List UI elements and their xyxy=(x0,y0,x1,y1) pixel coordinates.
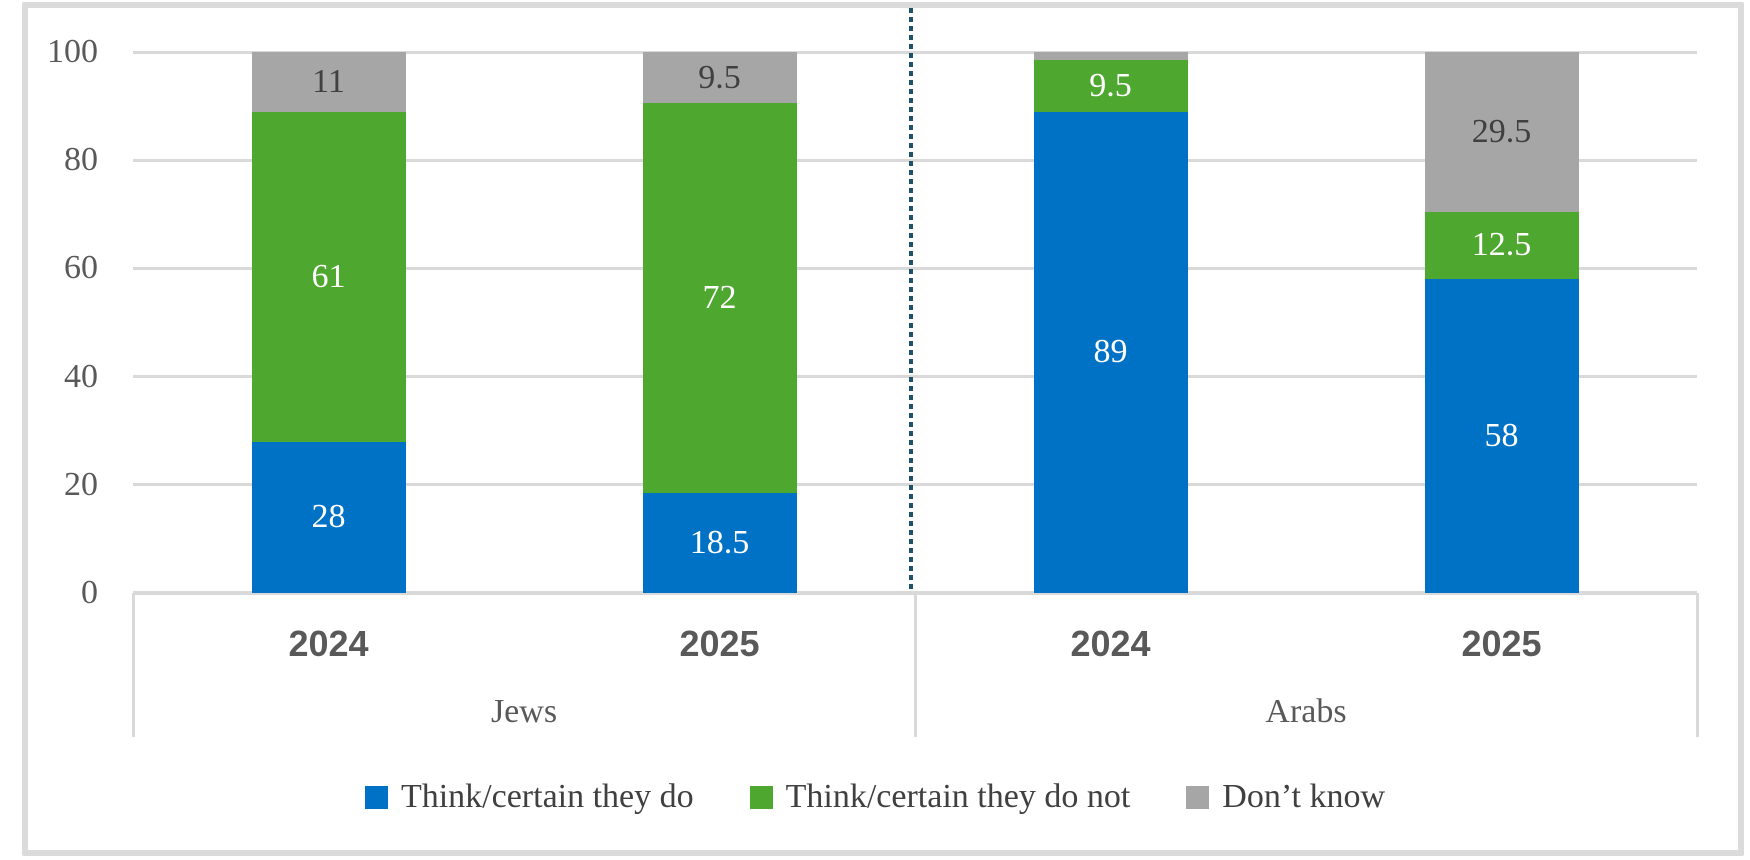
bar-segment xyxy=(1033,111,1188,593)
legend-swatch-think-they-do xyxy=(364,785,388,809)
y-axis-tick-label: 80 xyxy=(64,141,98,179)
y-axis-tick-label: 20 xyxy=(64,465,98,503)
legend-item: Think/certain they do xyxy=(364,778,694,816)
category-band-border xyxy=(913,593,917,737)
bar-segment xyxy=(1424,279,1579,593)
panel-divider-line xyxy=(909,8,913,591)
bar-value-label: 61 xyxy=(311,257,346,295)
bar-segment xyxy=(251,111,406,442)
bar-segment xyxy=(251,441,406,593)
legend-label: Don’t know xyxy=(1222,778,1386,815)
category-band-border xyxy=(1695,593,1699,737)
bar-segment xyxy=(251,52,406,112)
bar-segment xyxy=(642,52,797,104)
bar-segment xyxy=(1033,60,1188,112)
x-axis-year-label: 2025 xyxy=(679,623,760,664)
gridline xyxy=(133,266,1697,270)
x-axis-year-label: 2024 xyxy=(288,623,369,664)
y-axis-tick-label: 100 xyxy=(47,33,98,70)
bar-value-label: 9.5 xyxy=(1089,66,1132,104)
bar-segment xyxy=(1033,52,1188,61)
legend: Think/certain they do Think/certain they… xyxy=(0,778,1750,816)
x-axis-group-label: Jews xyxy=(490,693,558,730)
x-axis-group-label: Arabs xyxy=(1265,693,1347,730)
bar-value-label: 12.5 xyxy=(1471,226,1532,264)
gridline xyxy=(133,158,1697,162)
bar-segment xyxy=(1424,211,1579,280)
y-axis-tick-label: 40 xyxy=(64,357,98,395)
legend-item: Think/certain they do not xyxy=(749,778,1131,816)
bar-segment xyxy=(1424,52,1579,212)
legend-label: Think/certain they do not xyxy=(785,778,1131,815)
bar-value-label: 9.5 xyxy=(698,58,741,96)
category-band-border xyxy=(131,593,135,737)
gridline xyxy=(133,375,1697,379)
bar-value-label: 72 xyxy=(702,279,737,317)
gridline xyxy=(133,50,1697,54)
y-axis-tick-label: 60 xyxy=(64,249,98,287)
gridline xyxy=(133,483,1697,487)
x-axis-year-label: 2024 xyxy=(1070,623,1151,664)
bar-segment xyxy=(642,103,797,493)
y-axis-tick-label: 0 xyxy=(81,574,98,611)
legend-item: Don’t know xyxy=(1186,778,1385,816)
bar-value-label: 11 xyxy=(312,62,345,100)
bar-value-label: 28 xyxy=(311,498,346,536)
bar-value-label: 89 xyxy=(1093,333,1128,371)
legend-swatch-dont-know xyxy=(1186,785,1210,809)
bar-value-label: 58 xyxy=(1484,417,1519,455)
bar-segment xyxy=(642,492,797,593)
bar-value-label: 29.5 xyxy=(1471,112,1532,150)
x-axis-year-label: 2025 xyxy=(1461,623,1542,664)
legend-swatch-think-they-do-not xyxy=(749,785,773,809)
legend-label: Think/certain they do xyxy=(400,778,694,815)
bar-value-label: 18.5 xyxy=(689,523,750,561)
